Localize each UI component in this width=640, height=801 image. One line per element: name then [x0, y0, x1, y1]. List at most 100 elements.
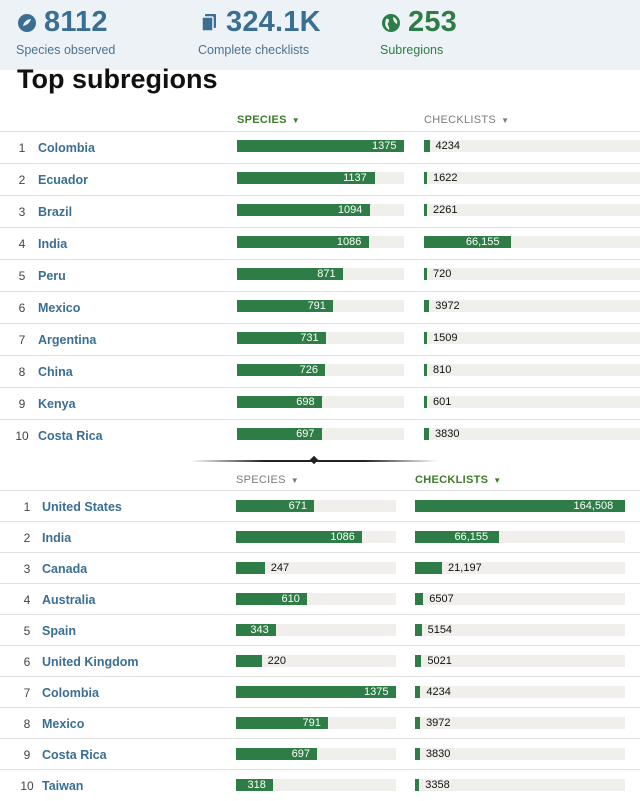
subregion-link[interactable]: United States: [42, 500, 122, 514]
bar-value: 697: [291, 748, 310, 760]
table-row: 1 Colombia 1375 4234: [0, 131, 640, 164]
bar-fill: [424, 204, 427, 216]
table-row: 6 Mexico 791 3972: [0, 291, 640, 324]
rank-number: 8: [18, 365, 26, 379]
bar-value: 5021: [427, 655, 452, 667]
subregion-link[interactable]: Costa Rica: [38, 429, 103, 443]
bar-value: 698: [296, 396, 315, 408]
subregion-link[interactable]: Costa Rica: [42, 748, 107, 762]
bar-value: 21,197: [448, 562, 482, 574]
bar-fill: [237, 140, 404, 152]
bar-track: 4234: [424, 140, 640, 152]
bar-value: 3972: [426, 717, 451, 729]
subregion-link[interactable]: Colombia: [38, 141, 95, 155]
table-row: 5 Peru 871 720: [0, 259, 640, 292]
table-row: 5 Spain 343 5154: [0, 614, 640, 646]
sort-checklists-header[interactable]: CHECKLISTS ▼: [424, 114, 509, 126]
table-row: 8 Mexico 791 3972: [0, 707, 640, 739]
table-row: 2 Ecuador 1137 1622: [0, 163, 640, 196]
bar-fill: [237, 172, 376, 184]
bar-fill: [237, 364, 326, 376]
table-row: 1 United States 671 164,508: [0, 490, 640, 522]
rank-number: 7: [18, 333, 26, 347]
table-row: 6 United Kingdom 220 5021: [0, 645, 640, 677]
bar-track: 1086: [236, 531, 396, 543]
table-row: 4 India 1086 66,155: [0, 227, 640, 260]
bar-fill: [415, 779, 420, 791]
rank-number: 8: [23, 717, 31, 731]
subregion-link[interactable]: Argentina: [38, 333, 97, 347]
subregion-link[interactable]: India: [42, 531, 72, 545]
bar-value: 3830: [425, 748, 451, 760]
bar-fill: [236, 500, 315, 512]
subregion-link[interactable]: United Kingdom: [42, 655, 139, 669]
table-row: 9 Costa Rica 697 3830: [0, 738, 640, 770]
subregion-link[interactable]: Ecuador: [38, 173, 89, 187]
bar-track: 601: [424, 396, 640, 408]
bar-fill: [424, 300, 430, 312]
sort-checklists-header[interactable]: CHECKLISTS ▼: [415, 474, 502, 486]
subregion-link[interactable]: China: [38, 365, 73, 379]
bar-value: 671: [288, 500, 307, 512]
bar-fill: [415, 717, 421, 729]
subregion-link[interactable]: Mexico: [38, 301, 81, 315]
subregion-link[interactable]: India: [38, 237, 68, 251]
rank-number: 7: [23, 686, 31, 700]
sort-species-header[interactable]: SPECIES ▼: [237, 114, 300, 126]
bar-track: 697: [236, 748, 396, 760]
bar-fill: [415, 655, 422, 667]
table-row: 10 Taiwan 318 3358: [0, 769, 640, 801]
subregion-link[interactable]: Australia: [42, 593, 96, 607]
table-row: 8 China 726 810: [0, 355, 640, 388]
bar-value: 726: [299, 364, 319, 376]
bar-track: 66,155: [424, 236, 640, 248]
bar-value: 810: [433, 364, 452, 376]
bar-value: 1375: [372, 140, 397, 152]
sort-checklists-label: CHECKLISTS: [424, 114, 497, 126]
subregion-link[interactable]: Spain: [42, 624, 77, 638]
bar-track: 810: [424, 364, 640, 376]
bar-fill: [236, 686, 396, 698]
bar-fill: [424, 364, 427, 376]
bar-track: 1622: [424, 172, 640, 184]
bar-value: 318: [247, 779, 266, 791]
bar-value: 871: [317, 268, 336, 280]
subregion-link[interactable]: Mexico: [42, 717, 85, 731]
rank-number: 4: [18, 237, 26, 251]
subregion-link[interactable]: Kenya: [38, 397, 76, 411]
subregion-link[interactable]: Brazil: [38, 205, 73, 219]
bar-fill: [415, 748, 420, 760]
rank-number: 6: [23, 655, 31, 669]
bar-track: 5021: [415, 655, 625, 667]
subregion-link[interactable]: Peru: [38, 269, 66, 283]
bar-fill: [237, 332, 326, 344]
bar-track: 220: [236, 655, 396, 667]
bar-fill: [415, 562, 443, 574]
stat-checklists-label: Complete checklists: [198, 43, 310, 57]
bar-fill: [237, 204, 370, 216]
bar-fill: [237, 428, 322, 440]
subregion-link[interactable]: Colombia: [42, 686, 99, 700]
bar-track: 2261: [424, 204, 640, 216]
bar-value: 697: [296, 428, 315, 440]
bar-value: 3358: [425, 779, 450, 791]
stat-species-value: 8112: [44, 6, 108, 38]
rank-number: 6: [18, 301, 26, 315]
rank-number: 10: [20, 779, 34, 793]
bar-value: 164,508: [573, 500, 614, 512]
bar-track: 21,197: [415, 562, 625, 574]
bar-value: 2261: [433, 204, 458, 216]
bar-value: 791: [302, 717, 321, 729]
bar-fill: [236, 779, 273, 791]
sort-species-header[interactable]: SPECIES ▼: [236, 474, 299, 486]
bar-value: 343: [250, 624, 269, 636]
bar-fill: [236, 624, 276, 636]
bar-track: 1137: [237, 172, 404, 184]
bar-value: 66,155: [465, 236, 500, 248]
subregion-link[interactable]: Taiwan: [42, 779, 84, 793]
bar-fill: [424, 396, 427, 408]
rank-number: 1: [18, 141, 26, 155]
bar-track: 5154: [415, 624, 625, 636]
subregion-link[interactable]: Canada: [42, 562, 88, 576]
sort-species-label: SPECIES: [236, 474, 286, 486]
